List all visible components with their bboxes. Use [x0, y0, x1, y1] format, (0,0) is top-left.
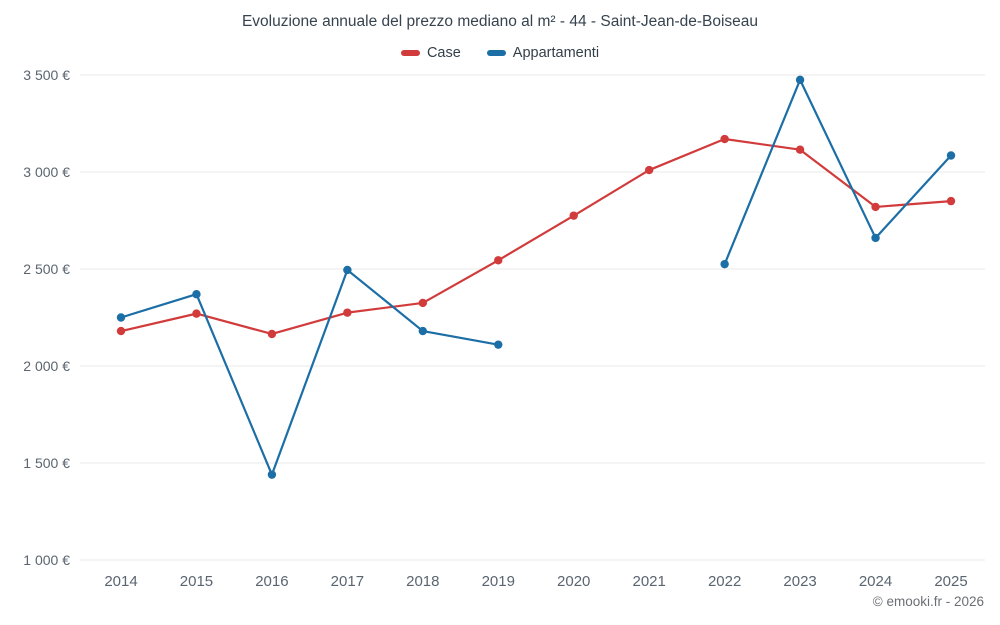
legend-swatch-case [400, 50, 420, 56]
data-point-marker [795, 145, 805, 154]
series-segment [119, 268, 500, 476]
data-point-marker [569, 211, 578, 220]
y-tick-label: 3 500 € [23, 67, 70, 83]
x-tick-label: 2021 [632, 573, 665, 590]
data-point-marker [946, 151, 956, 160]
legend-label-appartamenti: Appartamenti [512, 45, 600, 61]
series-appartamenti-line [116, 75, 956, 479]
data-point-marker [871, 202, 880, 212]
data-point-marker [795, 75, 805, 85]
data-point-marker [116, 313, 126, 322]
x-tick-label: 2023 [783, 573, 816, 590]
series-segment [723, 78, 953, 266]
data-point-marker [267, 470, 277, 479]
x-tick-label: 2015 [180, 573, 213, 590]
data-point-marker [720, 134, 729, 144]
x-tick-label: 2022 [708, 573, 741, 590]
x-tick-label: 2014 [104, 573, 137, 590]
x-axis-labels: 2014 2015 2016 2017 2018 2019 2020 2021 2022 2023… [104, 573, 967, 590]
legend-label-case: Case [426, 45, 461, 61]
data-point-marker [418, 326, 428, 336]
x-tick-label: 2016 [255, 573, 288, 590]
x-tick-label: 2018 [406, 573, 439, 590]
data-point-marker [343, 265, 352, 275]
data-point-marker [644, 165, 654, 175]
y-tick-label: 2 500 € [23, 261, 70, 277]
legend-item-case[interactable]: Case [400, 45, 461, 61]
y-axis-labels: 1 000 € 1 500 € 2 000 € 2 500 € 3 000 € 3 500… [23, 67, 70, 568]
series-case-line [116, 134, 956, 339]
x-tick-label: 2024 [859, 573, 892, 590]
x-tick-label: 2025 [934, 573, 967, 590]
x-tick-label: 2020 [557, 573, 590, 590]
data-point-marker [192, 290, 201, 299]
copyright-text: © emooki.fr - 2026 [872, 594, 984, 609]
x-tick-label: 2019 [482, 573, 515, 590]
y-gridlines [80, 74, 985, 561]
y-tick-label: 3 000 € [23, 164, 70, 180]
y-tick-label: 2 000 € [23, 358, 70, 374]
chart-title: Evoluzione annuale del prezzo mediano al… [241, 13, 759, 30]
x-tick-label: 2017 [331, 573, 364, 590]
data-point-marker [192, 309, 201, 318]
y-tick-label: 1 000 € [23, 552, 70, 568]
legend-swatch-appartamenti [486, 50, 506, 56]
data-point-marker [494, 256, 503, 265]
data-point-marker [343, 308, 352, 317]
data-point-marker [494, 340, 503, 349]
data-point-marker [267, 329, 277, 339]
data-point-marker [871, 233, 880, 243]
y-tick-label: 1 500 € [23, 455, 70, 471]
data-point-marker [418, 298, 428, 308]
data-point-marker [946, 196, 956, 206]
data-point-marker [720, 259, 729, 269]
legend-item-appartamenti[interactable]: Appartamenti [486, 45, 600, 61]
series-segment [119, 137, 953, 336]
chart-legend: Case Appartamenti [0, 45, 1000, 61]
data-point-marker [116, 326, 126, 336]
